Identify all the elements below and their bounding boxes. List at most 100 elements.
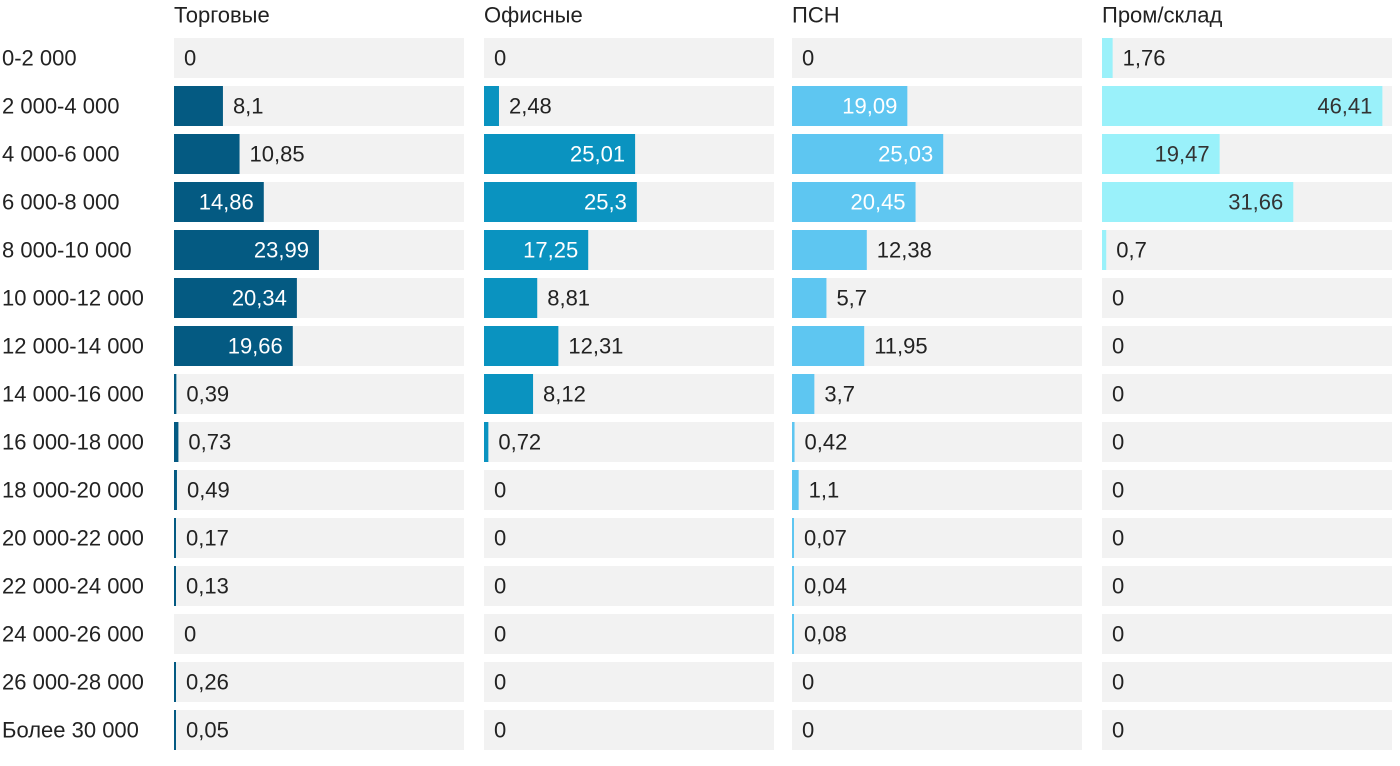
bar-track [174,518,464,558]
bar-track [1102,278,1392,318]
category-label: 10 000-12 000 [2,286,144,311]
bar-track [1102,614,1392,654]
panel-title: Пром/склад [1102,3,1222,28]
data-label: 8,1 [233,94,264,119]
data-label: 20,45 [850,190,905,215]
data-label: 11,95 [874,334,927,359]
data-label: 0 [1112,574,1124,599]
data-label: 0 [1112,334,1124,359]
bar-track [1102,230,1392,270]
data-label: 46,41 [1317,94,1372,119]
data-label: 0,05 [186,718,229,743]
bar [174,326,293,366]
data-label: 14,86 [199,190,254,215]
bar-track [1102,710,1392,750]
bar-track [484,614,774,654]
category-label: 8 000-10 000 [2,238,132,263]
data-label: 0,49 [187,478,230,503]
bar [1102,86,1383,126]
bar-track [484,422,774,462]
bar-track [174,422,464,462]
bar [792,326,865,366]
bar-track [1102,326,1392,366]
category-label: Более 30 000 [2,718,139,743]
bar [1102,230,1107,270]
data-label: 0 [1112,526,1124,551]
panel-title: ПСН [792,3,840,28]
data-label: 0,42 [805,430,848,455]
data-label: 0 [494,670,506,695]
bar-track [792,566,1082,606]
data-label: 0,07 [804,526,847,551]
data-label: 17,25 [523,238,578,263]
data-label: 0 [1112,478,1124,503]
bar [174,278,297,318]
bar-track [174,710,464,750]
bar [792,614,794,654]
data-label: 25,3 [584,190,627,215]
data-label: 25,01 [570,142,625,167]
bar [484,86,499,126]
data-label: 10,85 [250,142,305,167]
data-label: 0,7 [1116,238,1147,263]
data-label: 0 [494,46,506,71]
bar [1102,182,1294,222]
data-label: 1,76 [1123,46,1166,71]
data-label: 0 [1112,430,1124,455]
data-label: 0 [1112,718,1124,743]
data-label: 3,7 [824,382,855,407]
data-label: 0,04 [804,574,847,599]
bar [792,86,908,126]
bar-track [484,38,774,78]
data-label: 0,17 [186,526,229,551]
category-label: 12 000-14 000 [2,334,144,359]
panel-3: ПСН 0 19,09 25,03 20,45 12,38 5,7 11,95 3,7 0,42 1… [792,3,1082,750]
bar-track [792,422,1082,462]
data-label: 0 [1112,670,1124,695]
data-label: 0 [184,622,196,647]
bar [174,470,177,510]
data-label: 0 [802,718,814,743]
bar-track [484,470,774,510]
bar-track [484,662,774,702]
bar-track [484,518,774,558]
bar [174,566,176,606]
data-label: 0,73 [188,430,231,455]
category-label: 0-2 000 [2,46,77,71]
bar-track [484,710,774,750]
bar [174,374,177,414]
bar [484,134,636,174]
bar [174,134,240,174]
data-label: 19,47 [1155,142,1210,167]
bar-track [792,38,1082,78]
bar-track [792,662,1082,702]
category-label: 16 000-18 000 [2,430,144,455]
bar [484,422,489,462]
data-label: 0 [802,46,814,71]
bar [484,230,589,270]
category-label: 20 000-22 000 [2,526,144,551]
bar [174,710,176,750]
data-label: 0 [1112,622,1124,647]
bar-track [792,518,1082,558]
category-labels: 0-2 000 2 000-4 000 4 000-6 000 6 000-8 000… [2,46,144,743]
data-label: 8,81 [547,286,590,311]
data-label: 12,31 [568,334,623,359]
category-label: 24 000-26 000 [2,622,144,647]
data-label: 0 [494,622,506,647]
bar [792,182,916,222]
data-label: 0,13 [186,574,229,599]
bar [792,278,827,318]
data-label: 0 [494,526,506,551]
data-label: 8,12 [543,382,586,407]
bar [792,374,815,414]
data-label: 25,03 [878,142,933,167]
bar-track [484,566,774,606]
data-label: 0 [494,478,506,503]
panel-title: Торговые [174,3,270,28]
bar-track [1102,38,1392,78]
data-label: 0,72 [498,430,541,455]
